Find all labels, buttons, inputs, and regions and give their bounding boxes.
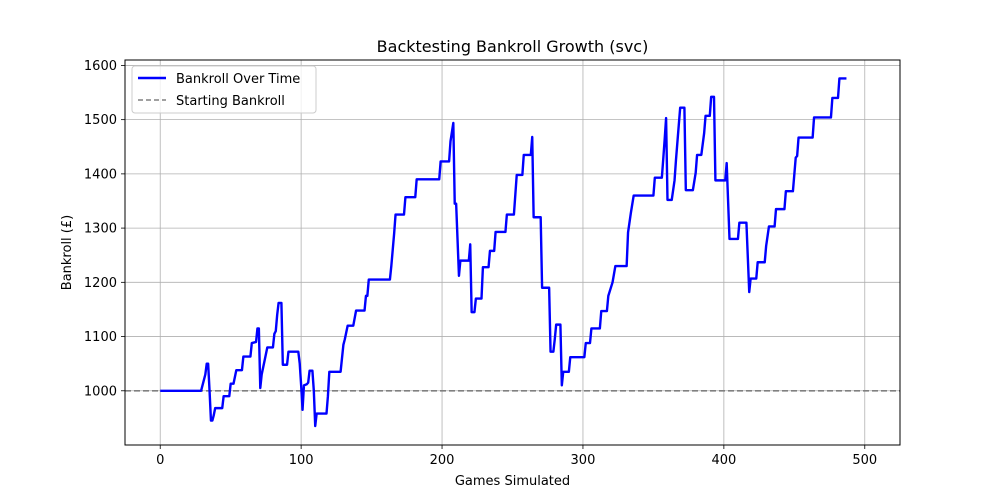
y-tick-label: 1400	[84, 167, 117, 182]
legend-label-bankroll: Bankroll Over Time	[176, 72, 300, 87]
grid	[125, 60, 900, 445]
plot-frame	[124, 59, 901, 446]
y-tick-label: 1600	[84, 59, 117, 74]
x-tick-label: 200	[430, 453, 455, 468]
y-tick-label: 1000	[84, 384, 117, 399]
x-tick-label: 300	[571, 453, 596, 468]
y-tick-label: 1300	[84, 222, 117, 237]
chart-title: Backtesting Bankroll Growth (svc)	[377, 37, 649, 56]
legend-label-starting: Starting Bankroll	[176, 94, 285, 109]
x-axis-label: Games Simulated	[455, 474, 570, 489]
y-axis-label: Bankroll (£)	[60, 215, 75, 290]
y-tick-label: 1200	[84, 276, 117, 291]
x-tick-label: 100	[289, 453, 314, 468]
y-tick-label: 1500	[84, 113, 117, 128]
y-tick-label: 1100	[84, 330, 117, 345]
x-tick-label: 500	[852, 453, 877, 468]
series-layer	[160, 77, 847, 428]
bankroll-line	[160, 77, 847, 428]
legend: Bankroll Over Time Starting Bankroll	[131, 65, 317, 114]
x-tick-label: 400	[711, 453, 736, 468]
legend-box	[131, 65, 317, 114]
x-tick-label: 0	[156, 453, 164, 468]
ticks: 0 100 200 300 400 500 1000 1100 1200 1300 1400 1500…	[84, 59, 877, 468]
